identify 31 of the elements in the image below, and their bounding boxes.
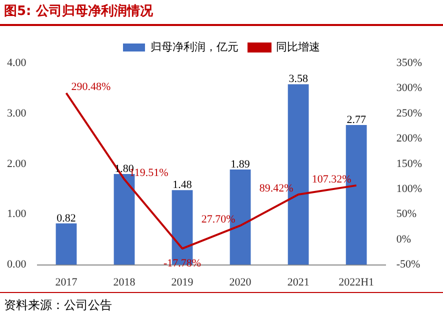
y2-tick-label: -50% xyxy=(396,258,420,271)
bar xyxy=(56,223,77,265)
chart-title: 图5: 公司归母净利润情况 xyxy=(0,0,443,26)
y2-tick-label: 150% xyxy=(396,158,422,170)
data-label: 290.48% xyxy=(71,80,111,93)
y2-tick-label: 50% xyxy=(396,208,417,220)
x-tick-label: 2022H1 xyxy=(338,276,374,288)
x-tick-label: 2021 xyxy=(287,276,310,288)
x-tick-label: 2019 xyxy=(171,276,194,288)
x-tick-label: 2018 xyxy=(113,276,136,288)
y2-tick-label: 250% xyxy=(396,107,422,120)
y-tick-label: 2.00 xyxy=(7,158,27,170)
x-tick-label: 2020 xyxy=(229,276,252,288)
y2-tick-label: 0% xyxy=(396,233,412,246)
data-label: 1.89 xyxy=(230,158,250,170)
y-tick-label: 4.00 xyxy=(7,56,27,69)
text: 资料来源：公司公告 xyxy=(4,298,112,312)
y-tick-label: 3.00 xyxy=(7,107,27,120)
y2-tick-label: 100% xyxy=(396,183,422,196)
legend-label: 归母净利润，亿元 xyxy=(150,40,238,54)
data-label: 1.48 xyxy=(172,179,192,192)
data-label: 3.58 xyxy=(288,73,308,86)
data-label: 2.77 xyxy=(346,114,366,126)
y2-tick-label: 350% xyxy=(396,56,422,69)
y-tick-label: 0.00 xyxy=(7,258,27,271)
y-tick-label: 1.00 xyxy=(7,208,27,220)
y2-tick-label: 200% xyxy=(396,132,422,145)
x-tick-label: 2017 xyxy=(55,276,78,288)
data-label: 0.82 xyxy=(56,212,76,224)
legend-label: 同比增速 xyxy=(276,40,320,54)
y2-tick-label: 300% xyxy=(396,82,422,94)
